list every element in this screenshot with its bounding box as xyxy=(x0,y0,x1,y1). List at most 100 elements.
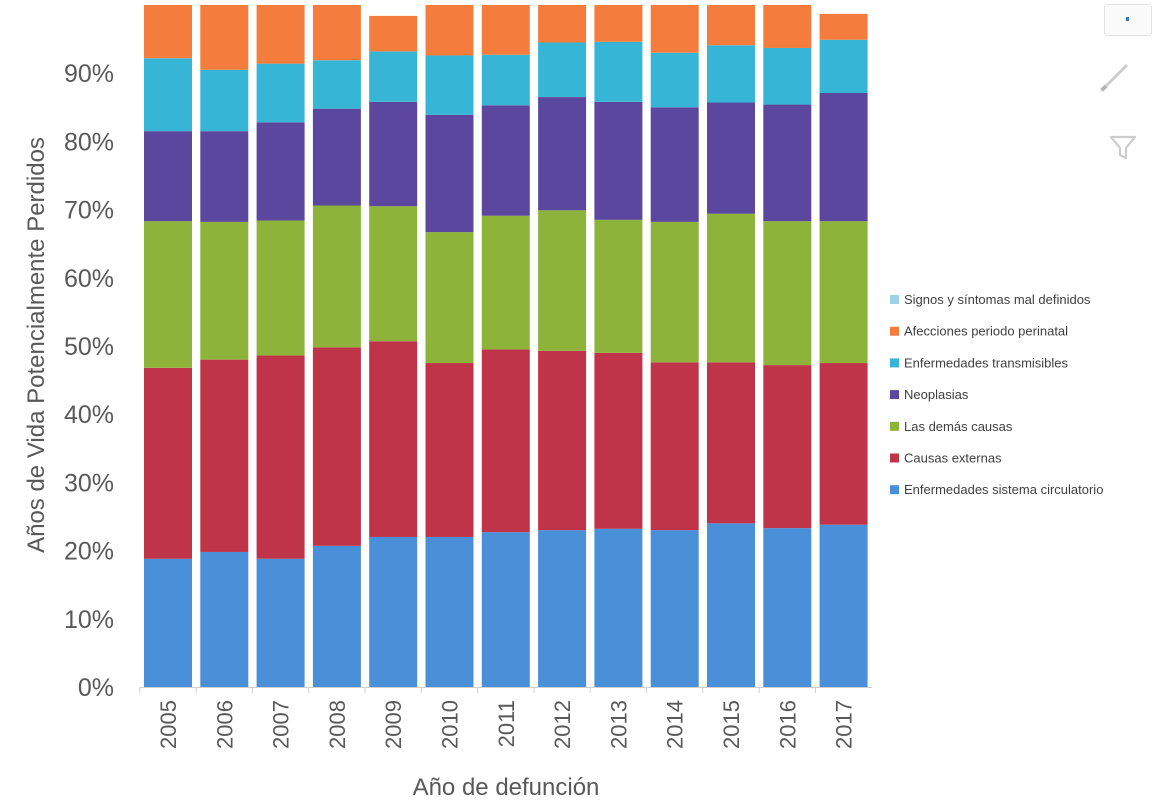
bar-segment xyxy=(594,42,642,102)
bar-segment xyxy=(538,43,586,98)
bar-segment xyxy=(426,363,474,537)
bar-segment xyxy=(707,523,755,687)
x-tick-label: 2005 xyxy=(156,700,181,749)
bar-segment xyxy=(144,368,192,559)
bar-segment xyxy=(651,5,699,53)
bar-segment xyxy=(482,105,530,215)
bar-segment xyxy=(538,530,586,687)
bar-segment xyxy=(200,360,248,552)
y-tick-label: 20% xyxy=(64,538,114,566)
x-tick-label: 2016 xyxy=(775,700,800,749)
legend-label: Afecciones periodo perinatal xyxy=(904,324,1068,339)
legend-swatch xyxy=(890,327,899,336)
bar-segment xyxy=(426,115,474,232)
bar-segment xyxy=(820,14,868,40)
bar-segment xyxy=(369,341,417,537)
legend-swatch xyxy=(890,295,899,304)
bar-segment xyxy=(144,559,192,687)
bar-segment xyxy=(538,351,586,530)
bar-segment xyxy=(820,363,868,525)
bar-segment xyxy=(200,5,248,70)
x-tick-label: 2014 xyxy=(663,700,688,749)
x-tick-label: 2012 xyxy=(550,700,575,749)
bar-segment xyxy=(594,102,642,220)
filter-icon[interactable] xyxy=(1108,132,1138,162)
x-tick-label: 2015 xyxy=(719,700,744,749)
bar-segment xyxy=(763,48,811,105)
bar-segment xyxy=(426,55,474,114)
x-tick-label: 2006 xyxy=(212,700,237,749)
bar-segment xyxy=(313,60,361,108)
x-tick-label: 2008 xyxy=(325,700,350,749)
bar-segment xyxy=(257,221,305,356)
chart-menu-button[interactable] xyxy=(1104,4,1152,36)
pencil-icon[interactable] xyxy=(1096,60,1132,96)
y-tick-label: 40% xyxy=(64,401,114,429)
bar-segment xyxy=(257,356,305,559)
bar-segment xyxy=(144,58,192,131)
bar-segment xyxy=(482,216,530,350)
bar-segment xyxy=(651,107,699,222)
bar-segment xyxy=(144,5,192,58)
bar-segment xyxy=(651,362,699,530)
bar-segment xyxy=(820,525,868,687)
bar-segment xyxy=(820,93,868,221)
bar-segment xyxy=(763,5,811,48)
bars-group xyxy=(144,5,868,687)
bar-segment xyxy=(257,64,305,123)
legend-swatch xyxy=(890,358,899,367)
y-tick-label: 80% xyxy=(64,128,114,156)
menu-dot-icon xyxy=(1126,17,1129,21)
bar-segment xyxy=(763,105,811,222)
bar-segment xyxy=(482,532,530,687)
bar-segment xyxy=(707,214,755,363)
bar-segment xyxy=(257,559,305,687)
bar-segment xyxy=(313,206,361,348)
bar-segment xyxy=(707,5,755,45)
x-tick-label: 2011 xyxy=(494,700,519,747)
bar-segment xyxy=(144,131,192,221)
bar-segment xyxy=(426,537,474,687)
bar-segment xyxy=(369,51,417,101)
legend-label: Enfermedades transmisibles xyxy=(904,355,1069,370)
legend-label: Causas externas xyxy=(904,451,1002,466)
bar-segment xyxy=(200,552,248,687)
legend-label: Signos y síntomas mal definidos xyxy=(904,292,1091,307)
bar-segment xyxy=(763,365,811,528)
bar-segment xyxy=(313,347,361,545)
y-tick-label: 50% xyxy=(64,333,114,361)
legend-swatch xyxy=(890,422,899,431)
bar-segment xyxy=(594,529,642,687)
bar-segment xyxy=(538,5,586,43)
legend-label: Enfermedades sistema circulatorio xyxy=(904,482,1103,497)
y-tick-label: 70% xyxy=(64,197,114,225)
y-tick-label: 90% xyxy=(64,60,114,88)
legend-swatch xyxy=(890,390,899,399)
bar-segment xyxy=(200,222,248,360)
bar-segment xyxy=(594,353,642,529)
legend-swatch xyxy=(890,454,899,463)
bar-segment xyxy=(707,362,755,523)
bar-segment xyxy=(257,122,305,220)
bar-segment xyxy=(820,221,868,363)
y-tick-label: 30% xyxy=(64,469,114,497)
y-tick-label: 60% xyxy=(64,265,114,293)
legend-swatch xyxy=(890,485,899,494)
bar-segment xyxy=(313,5,361,60)
bar-segment xyxy=(144,221,192,368)
y-tick-label: 0% xyxy=(78,674,114,702)
x-axis-title: Año de defunción xyxy=(413,774,600,801)
bar-segment xyxy=(482,5,530,55)
bar-segment xyxy=(482,55,530,105)
bar-segment xyxy=(594,5,642,42)
legend-label: Las demás causas xyxy=(904,419,1013,434)
bar-segment xyxy=(538,97,586,210)
x-tick-label: 2009 xyxy=(381,700,406,749)
bar-segment xyxy=(651,53,699,108)
bar-segment xyxy=(200,131,248,222)
bar-segment xyxy=(651,530,699,687)
bar-segment xyxy=(369,102,417,206)
bar-segment xyxy=(257,5,305,64)
bar-segment xyxy=(313,546,361,687)
